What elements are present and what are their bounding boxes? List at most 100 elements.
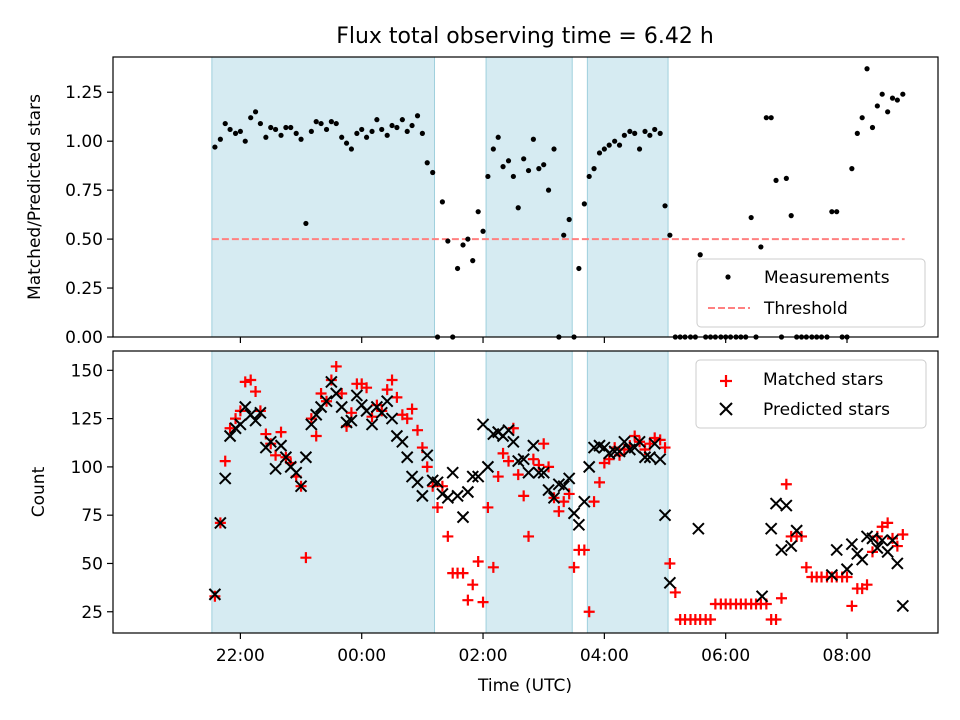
predicted-star-point	[345, 414, 358, 427]
matched-star-point	[224, 422, 236, 434]
ratio-y-axis-label: Matched/Predicted stars	[25, 94, 45, 300]
measurement-point	[763, 115, 769, 121]
predicted-star-point	[481, 460, 495, 474]
measurement-point	[616, 142, 623, 148]
matched-star-point	[523, 530, 535, 542]
measurement-point	[303, 220, 309, 227]
predicted-star-point	[441, 491, 455, 505]
matched-star-point	[669, 586, 681, 598]
measurement-point	[864, 66, 870, 72]
predicted-star-point	[886, 534, 899, 547]
predicted-star-point	[502, 423, 515, 437]
measurement-point	[328, 119, 334, 125]
predicted-star-point	[396, 435, 409, 448]
predicted-star-point	[547, 491, 561, 505]
predicted-star-point	[350, 389, 364, 402]
predicted-star-point	[436, 487, 449, 501]
predicted-star-point	[692, 522, 705, 535]
ratio-panel: 0.00 0.25 0.50 0.75 1.00 1.25 Matched/Predict…	[25, 56, 939, 348]
predicted-star-point	[769, 497, 783, 510]
measurement-point	[232, 130, 239, 136]
measurement-point	[470, 258, 476, 264]
measurement-point	[500, 164, 506, 170]
predicted-star-point	[360, 404, 373, 418]
measurement-point	[475, 209, 481, 215]
predicted-star-point	[542, 483, 555, 497]
matched-star-point	[421, 461, 433, 473]
matched-star-point	[897, 528, 909, 540]
predicted-star-point	[896, 599, 910, 613]
legend-measurements-label: Measurements	[764, 268, 890, 288]
measurement-point	[308, 128, 314, 135]
matched-star-point	[432, 501, 444, 513]
predicted-star-point	[249, 414, 262, 427]
predicted-star-point	[780, 499, 793, 512]
measurement-point	[632, 130, 638, 136]
measurement-point	[621, 132, 627, 138]
matched-star-point	[841, 571, 853, 583]
measurement-point	[465, 236, 471, 242]
y-tick-label: 100	[71, 458, 103, 478]
measurement-point	[293, 130, 299, 136]
matched-star-point	[846, 600, 858, 612]
x-tick-label: 06:00	[701, 646, 750, 666]
predicted-star-point	[527, 439, 540, 452]
measurement-point	[348, 146, 355, 152]
observing-window-span	[485, 56, 573, 338]
measurement-point	[339, 134, 345, 140]
measurement-point	[601, 146, 607, 152]
measurement-point	[561, 232, 567, 238]
measurement-point	[581, 201, 587, 207]
measurement-point	[697, 252, 703, 258]
predicted-star-point	[638, 451, 652, 464]
predicted-star-point	[613, 445, 626, 458]
y-tick-label: 25	[81, 603, 103, 623]
measurement-point	[879, 91, 885, 97]
x-tick-label: 00:00	[337, 646, 386, 666]
legend-threshold-label: Threshold	[763, 299, 848, 319]
predicted-star-point	[855, 553, 869, 566]
y-tick-label: 50	[81, 554, 103, 574]
measurement-point	[758, 244, 764, 250]
measurement-point	[869, 124, 876, 131]
measurement-point	[268, 124, 274, 131]
matched-star-point	[412, 424, 424, 436]
x-tick-label: 22:00	[216, 646, 265, 666]
predicted-star-point	[411, 476, 424, 489]
matched-star-point	[219, 455, 231, 467]
predicted-star-point	[871, 541, 884, 555]
count-legend: Matched stars Predicted stars	[695, 359, 927, 429]
predicted-star-point	[289, 466, 303, 479]
predicted-star-point	[219, 472, 232, 485]
predicted-star-point	[618, 435, 631, 448]
matched-star-point	[401, 413, 413, 425]
predicted-star-point	[578, 495, 591, 508]
measurement-point	[424, 160, 430, 166]
predicted-star-point	[507, 435, 520, 448]
measurement-point	[445, 238, 451, 244]
matched-star-point	[477, 596, 489, 608]
measurement-point	[298, 136, 304, 142]
measurement-point	[545, 187, 552, 193]
measurement-point	[242, 138, 248, 144]
matched-star-point	[512, 469, 524, 481]
measurement-point	[374, 117, 380, 123]
predicted-star-point	[517, 452, 530, 466]
matched-star-point	[800, 561, 812, 573]
ratio-x-ticks	[239, 337, 848, 343]
ratio-legend: Measurements Threshold	[696, 258, 926, 328]
matched-star-point	[518, 490, 530, 502]
observing-window-span	[586, 56, 669, 338]
predicted-star-point	[663, 576, 677, 589]
measurement-point	[874, 103, 880, 109]
measurement-point	[612, 138, 618, 144]
predicted-star-point	[522, 466, 535, 479]
count-legend-box	[695, 359, 927, 429]
matched-star-point	[553, 505, 565, 517]
measurement-point	[480, 228, 486, 234]
measurement-point	[227, 126, 233, 133]
predicted-star-point	[269, 462, 282, 476]
measurement-point	[439, 199, 445, 205]
legend-predicted-marker	[719, 402, 733, 416]
y-tick-label: 0.75	[65, 181, 103, 201]
